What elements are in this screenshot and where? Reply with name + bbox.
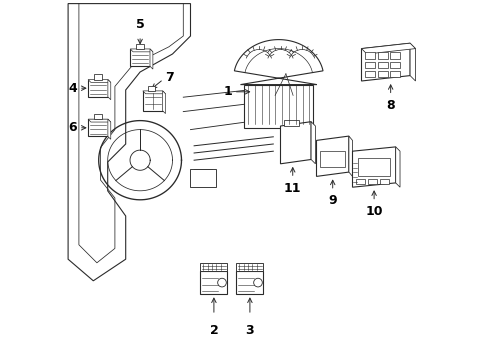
Bar (94, 114, 102, 119)
Bar (367, 179, 376, 184)
Text: 4: 4 (68, 82, 77, 95)
Bar (136, 44, 143, 49)
Text: 1: 1 (223, 85, 231, 98)
Polygon shape (361, 43, 409, 81)
Bar (200, 263, 227, 271)
Bar (200, 271, 227, 294)
Bar (244, 85, 312, 128)
Circle shape (217, 278, 226, 287)
Bar (320, 151, 345, 167)
Bar (284, 120, 298, 126)
Polygon shape (68, 4, 190, 281)
Polygon shape (108, 80, 111, 100)
Bar (94, 74, 102, 80)
Bar (236, 263, 263, 271)
Text: 5: 5 (136, 18, 144, 31)
Circle shape (253, 278, 262, 287)
Polygon shape (395, 147, 399, 187)
Bar (389, 71, 400, 77)
Bar (377, 71, 387, 77)
Polygon shape (234, 40, 323, 85)
Polygon shape (316, 136, 348, 176)
Bar (365, 52, 374, 59)
Bar (355, 179, 365, 184)
Bar (147, 86, 155, 91)
Bar (357, 158, 389, 176)
Bar (130, 49, 150, 66)
Text: 8: 8 (386, 99, 394, 112)
Polygon shape (352, 147, 395, 187)
Polygon shape (348, 136, 352, 176)
Text: 10: 10 (365, 205, 382, 218)
Polygon shape (310, 122, 315, 164)
Polygon shape (409, 43, 415, 81)
Bar (379, 179, 388, 184)
Bar (377, 52, 387, 59)
Bar (190, 169, 215, 187)
Text: 7: 7 (165, 71, 174, 84)
Polygon shape (150, 49, 153, 69)
Bar (389, 52, 400, 59)
Text: 2: 2 (209, 324, 218, 337)
Text: 3: 3 (245, 324, 254, 337)
Text: 9: 9 (328, 194, 336, 207)
Text: 11: 11 (284, 182, 301, 195)
Polygon shape (108, 119, 111, 139)
Polygon shape (88, 119, 111, 122)
Polygon shape (361, 43, 415, 54)
Polygon shape (130, 49, 153, 52)
Text: 6: 6 (68, 121, 77, 134)
Bar (389, 62, 400, 68)
Bar (377, 62, 387, 68)
Bar (88, 80, 108, 97)
Bar (88, 119, 108, 136)
Bar (142, 91, 163, 111)
Polygon shape (280, 122, 310, 164)
Polygon shape (88, 80, 111, 82)
Polygon shape (163, 91, 165, 114)
Bar (365, 62, 374, 68)
Polygon shape (142, 91, 165, 94)
Bar (236, 271, 263, 294)
Bar (365, 71, 374, 77)
